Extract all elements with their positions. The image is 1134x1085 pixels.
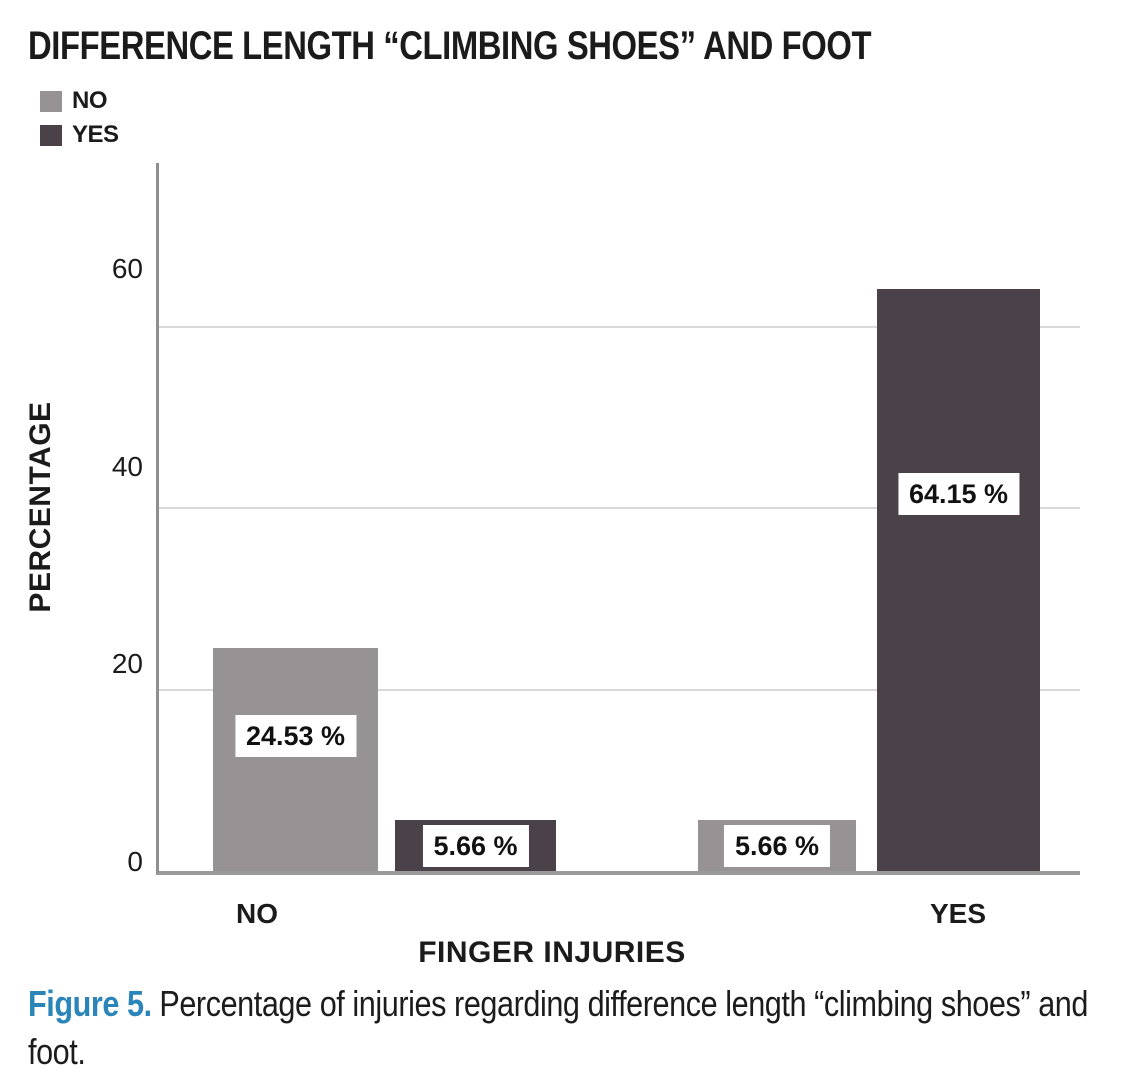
- value-label: 5.66 %: [422, 824, 529, 867]
- bar-finger-injuries-yes-series-yes: 64.15 %: [877, 288, 1040, 871]
- figure-caption: Figure 5. Percentage of injuries regardin…: [28, 980, 1101, 1076]
- y-tick-60: 60: [111, 253, 143, 284]
- figure-caption-label: Figure 5.: [28, 983, 152, 1024]
- gridline-20: [159, 689, 1080, 691]
- value-label: 5.66 %: [723, 824, 831, 867]
- bar-finger-injuries-yes-series-no: 5.66 %: [698, 819, 856, 871]
- figure-caption-text: Percentage of injuries regarding differe…: [28, 983, 1088, 1072]
- y-tick-40: 40: [111, 451, 143, 482]
- value-label: 64.15 %: [897, 472, 1020, 515]
- chart-title: DIFFERENCE LENGTH “CLIMBING SHOES” AND F…: [28, 24, 872, 68]
- bar-finger-injuries-no-series-no: 24.53 %: [213, 648, 378, 871]
- gridline-60: [159, 326, 1080, 328]
- legend-item-no: NO: [40, 87, 119, 115]
- value-label: 24.53 %: [234, 715, 357, 758]
- x-category-no: NO: [236, 898, 278, 929]
- legend: NO YES: [40, 87, 119, 149]
- bar-finger-injuries-no-series-yes: 5.66 %: [395, 819, 556, 871]
- gridline-40: [159, 507, 1080, 509]
- x-category-yes: YES: [929, 898, 987, 929]
- legend-item-yes: YES: [40, 121, 119, 149]
- legend-label-yes: YES: [72, 121, 119, 148]
- y-axis-title: PERCENTAGE: [24, 401, 57, 613]
- legend-label-no: NO: [72, 87, 108, 114]
- x-axis-title: FINGER INJURIES: [418, 936, 686, 969]
- y-tick-0: 0: [127, 846, 143, 877]
- legend-swatch-no-icon: [40, 90, 62, 112]
- legend-swatch-yes-icon: [40, 124, 62, 146]
- plot-area: 24.53 % 5.66 % 5.66 % 64.15 %: [156, 163, 1080, 875]
- y-tick-20: 20: [111, 648, 143, 679]
